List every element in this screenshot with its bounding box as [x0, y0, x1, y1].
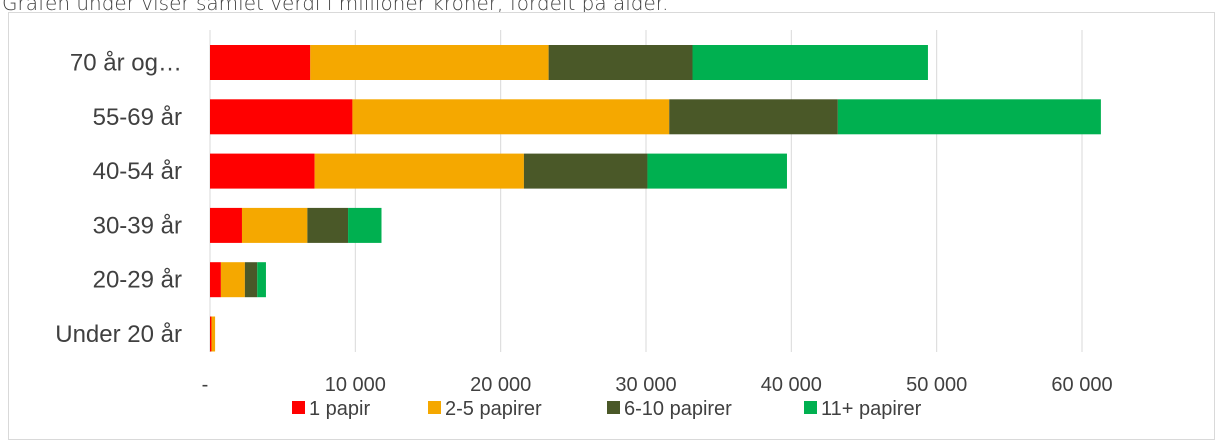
category-label: Under 20 år	[55, 321, 182, 348]
bar-segment	[837, 99, 1101, 135]
bar-segment	[348, 207, 382, 243]
bar-segment	[352, 99, 670, 135]
bar-segment	[669, 99, 838, 135]
bar-segment	[692, 45, 928, 80]
bar-segment	[210, 153, 315, 189]
bar-segment	[210, 316, 212, 352]
bar-segment	[210, 45, 311, 80]
legend-label: 1 papir	[309, 398, 370, 420]
bar-segment	[210, 262, 221, 298]
legend-swatch	[292, 401, 305, 414]
bar-segment	[307, 207, 349, 243]
chart-frame	[8, 12, 1215, 440]
bar-segment	[210, 99, 353, 135]
category-labels: 70 år og… 55-69 år 40-54 år 30-39 år 20-29 å…	[55, 50, 182, 349]
bars	[210, 45, 1101, 352]
chart-caption: Grafen under viser samlet verdi i millio…	[2, 0, 669, 15]
x-tick-labels: - 10 000 20 000 30 000 40 000 50 000 60 000	[202, 374, 1113, 396]
category-label: 30-39 år	[93, 212, 182, 239]
bar-segment	[523, 153, 648, 189]
bar-segment	[220, 262, 245, 298]
legend-swatch	[428, 401, 441, 414]
category-label: 70 år og…	[70, 50, 182, 77]
x-tick-label: 10 000	[325, 374, 386, 396]
x-tick-label: 40 000	[761, 374, 822, 396]
category-label: 55-69 år	[93, 104, 182, 131]
legend-label: 2-5 papirer	[445, 398, 542, 420]
x-tick-label: 20 000	[470, 374, 531, 396]
category-label: 20-29 år	[93, 267, 182, 294]
bar-segment	[210, 207, 242, 243]
x-tick-label: 50 000	[906, 374, 967, 396]
x-tick-label: -	[202, 374, 209, 396]
x-tick-label: 60 000	[1051, 374, 1112, 396]
category-label: 40-54 år	[93, 158, 182, 185]
bar-segment	[647, 153, 787, 189]
bar-segment	[211, 316, 216, 352]
legend-swatch	[607, 401, 620, 414]
legend-swatch	[804, 401, 817, 414]
bar-segment	[244, 262, 258, 298]
legend-label: 6-10 papirer	[624, 398, 732, 420]
bar-segment	[257, 262, 266, 298]
gridlines	[209, 30, 1083, 352]
bar-segment	[310, 45, 549, 80]
legend-label: 11+ papirer	[821, 398, 922, 420]
x-tick-label: 30 000	[615, 374, 676, 396]
bar-segment	[548, 45, 693, 80]
legend: 1 papir 2-5 papirer 6-10 papirer 11+ papire…	[292, 398, 922, 420]
bar-segment	[241, 207, 308, 243]
bar-segment	[314, 153, 524, 189]
